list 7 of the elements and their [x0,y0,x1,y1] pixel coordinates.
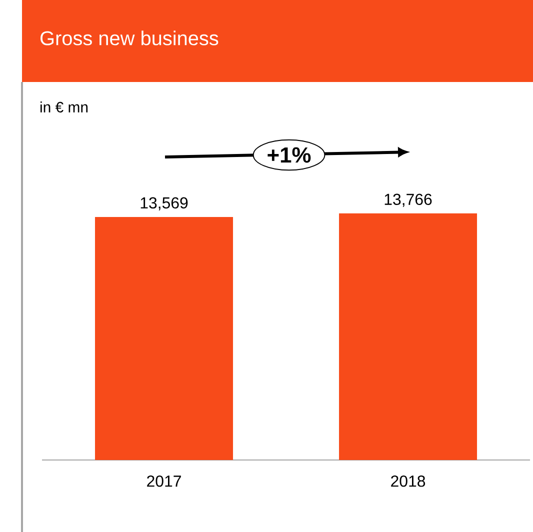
text: +1% [268,147,311,163]
chart-title: Gross new business [40,30,218,46]
x-tick-label: 2018 [391,476,426,487]
data-label: 13,569 [140,197,188,210]
text: in € mn [40,102,88,112]
data-label: 13,766 [384,194,432,207]
x-tick-label: 2017 [147,476,181,487]
